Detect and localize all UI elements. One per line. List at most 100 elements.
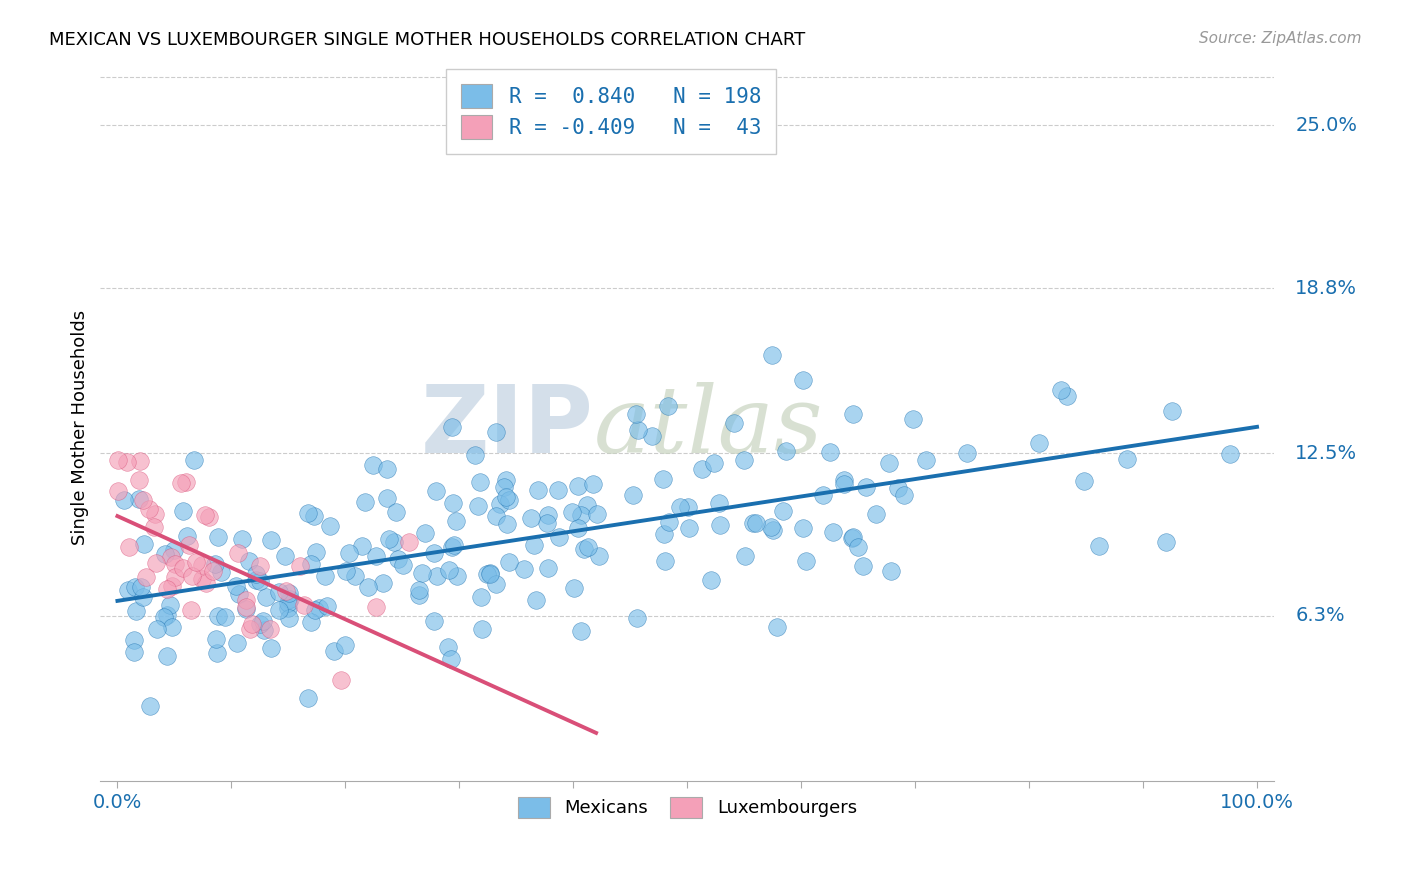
Point [626,407,648,421]
Point [700,573,723,587]
Point [441,496,464,510]
Point [357,580,380,594]
Point [880,564,903,578]
Point [278,586,301,600]
Point [820,445,842,459]
Point [484,576,506,591]
Point [132,590,155,604]
Point [315,599,337,614]
Point [495,490,517,504]
Point [387,552,409,566]
Point [322,643,344,657]
Point [112,492,135,507]
Point [107,483,129,498]
Point [495,516,517,531]
Point [478,566,501,580]
Point [156,648,179,663]
Point [1219,447,1241,461]
Point [575,498,598,512]
Point [690,461,713,475]
Point [382,534,405,549]
Point [678,521,700,535]
Point [319,518,342,533]
Point [162,579,184,593]
Point [1073,475,1095,489]
Point [174,475,197,489]
Point [439,564,461,578]
Point [160,620,183,634]
Point [1056,389,1078,403]
Point [122,645,145,659]
Point [131,493,153,508]
Point [657,400,679,414]
Legend: Mexicans, Luxembourgers: Mexicans, Luxembourgers [510,789,865,825]
Point [160,550,183,565]
Point [122,633,145,648]
Point [678,500,700,515]
Point [117,583,139,598]
Point [903,411,925,425]
Point [914,453,936,467]
Point [245,566,267,581]
Point [444,514,467,528]
Point [205,632,228,647]
Point [288,559,311,574]
Point [277,597,299,611]
Point [813,488,835,502]
Point [172,561,194,575]
Point [180,603,202,617]
Point [299,558,322,572]
Point [1028,436,1050,450]
Point [1160,404,1182,418]
Point [146,622,169,636]
Point [425,483,447,498]
Point [852,558,875,573]
Point [741,516,763,530]
Point [278,591,301,606]
Point [228,587,250,601]
Point [259,623,281,637]
Point [513,561,536,575]
Point [471,623,494,637]
Point [269,584,291,599]
Point [132,537,155,551]
Point [163,570,186,584]
Point [225,579,247,593]
Point [467,499,489,513]
Point [375,461,398,475]
Point [384,504,406,518]
Point [561,505,583,519]
Point [235,601,257,615]
Point [484,509,506,524]
Point [794,554,817,568]
Point [184,555,207,569]
Point [772,504,794,518]
Point [834,477,856,491]
Point [198,509,221,524]
Point [276,583,298,598]
Point [292,598,315,612]
Point [371,576,394,591]
Point [274,549,297,564]
Point [260,533,283,547]
Point [129,580,152,594]
Point [641,428,664,442]
Point [124,580,146,594]
Point [709,517,731,532]
Point [548,530,571,544]
Point [492,480,515,494]
Point [1049,383,1071,397]
Point [446,569,468,583]
Point [775,444,797,458]
Point [304,603,326,617]
Point [249,574,271,588]
Point [304,545,326,559]
Text: Source: ZipAtlas.com: Source: ZipAtlas.com [1198,31,1361,46]
Point [107,453,129,467]
Point [343,569,366,583]
Y-axis label: Single Mother Households: Single Mother Households [72,310,89,544]
Point [214,609,236,624]
Point [576,540,599,554]
Point [156,608,179,623]
Text: 25.0%: 25.0% [1295,116,1357,135]
